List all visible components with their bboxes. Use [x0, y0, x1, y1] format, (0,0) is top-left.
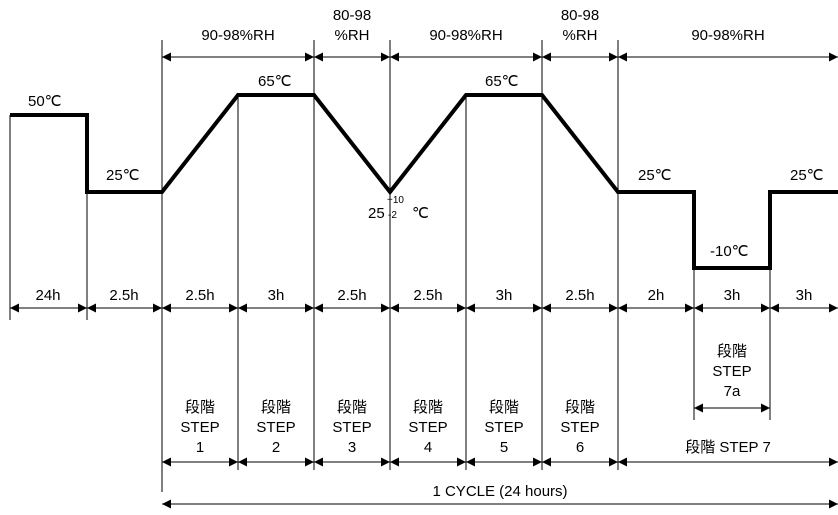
- step-arrows: [162, 403, 838, 509]
- step-4-zh: 段階: [413, 399, 443, 416]
- step-5-zh: 段階: [489, 399, 519, 416]
- humidity-label: 90-98%RH: [429, 27, 502, 44]
- step-7a-num: 7a: [724, 383, 741, 400]
- temperature-profile-line: [10, 93, 838, 270]
- step-6-en: STEP: [560, 419, 599, 436]
- step-7a-zh: 段階: [717, 343, 747, 360]
- duration-label: 24h: [35, 287, 60, 304]
- duration-label: 2h: [648, 287, 665, 304]
- duration-label: 3h: [496, 287, 513, 304]
- step-1-num: 1: [196, 439, 204, 456]
- temp-center-sub: -2: [388, 210, 397, 221]
- duration-label: 2.5h: [185, 287, 214, 304]
- temp-label-25-center: 25: [368, 205, 385, 222]
- duration-label: 2.5h: [109, 287, 138, 304]
- vertical-guide-lines: [9, 40, 771, 492]
- temp-center-unit: ℃: [412, 205, 429, 222]
- step-1-en: STEP: [180, 419, 219, 436]
- cycle-label: 1 CYCLE (24 hours): [432, 483, 567, 500]
- duration-label: 2.5h: [337, 287, 366, 304]
- temp-center-base: 25: [368, 205, 385, 222]
- step-2-num: 2: [272, 439, 280, 456]
- step-3-zh: 段階: [337, 399, 367, 416]
- step-labels: 段階 STEP 1 段階 STEP 2 段階 STEP 3 段階 STEP 4 …: [180, 343, 770, 456]
- step-1-zh: 段階: [185, 399, 215, 416]
- temp-label-minus10: -10℃: [710, 243, 749, 260]
- duration-label: 2.5h: [565, 287, 594, 304]
- duration-labels: 24h 2.5h 2.5h 3h 2.5h 2.5h 3h 2.5h 2h 3h…: [35, 287, 812, 304]
- temp-center-sup: +10: [387, 195, 404, 206]
- temp-label-65-second: 65℃: [485, 73, 519, 90]
- temp-label-65-first: 65℃: [258, 73, 292, 90]
- step-4-num: 4: [424, 439, 432, 456]
- duration-label: 3h: [796, 287, 813, 304]
- temp-label-25-right: 25℃: [638, 167, 672, 184]
- step-3-en: STEP: [332, 419, 371, 436]
- step-6-num: 6: [576, 439, 584, 456]
- step-7-label: 段階 STEP 7: [685, 439, 771, 456]
- humidity-label: 80-98: [333, 7, 371, 24]
- step-4-en: STEP: [408, 419, 447, 436]
- humidity-label: %RH: [334, 27, 369, 44]
- temp-label-25-left: 25℃: [106, 167, 140, 184]
- temp-label-50: 50℃: [28, 93, 62, 110]
- step-2-zh: 段階: [261, 399, 291, 416]
- step-2-en: STEP: [256, 419, 295, 436]
- temp-label-25-far-right: 25℃: [790, 167, 824, 184]
- humidity-labels: 90-98%RH 80-98 %RH 90-98%RH 80-98 %RH 90…: [201, 7, 764, 44]
- temperature-labels: 50℃ 25℃ 65℃ 25 +10 -2 ℃ 65℃ 25℃ -10℃ 25℃: [28, 73, 824, 260]
- step-5-num: 5: [500, 439, 508, 456]
- humidity-label: 90-98%RH: [201, 27, 274, 44]
- humidity-label: 90-98%RH: [691, 27, 764, 44]
- duration-label: 2.5h: [413, 287, 442, 304]
- step-3-num: 3: [348, 439, 356, 456]
- step-6-zh: 段階: [565, 399, 595, 416]
- humidity-label: 80-98: [561, 7, 599, 24]
- duration-label: 3h: [268, 287, 285, 304]
- step-7a-en: STEP: [712, 363, 751, 380]
- step-5-en: STEP: [484, 419, 523, 436]
- duration-label: 3h: [724, 287, 741, 304]
- humidity-label: %RH: [562, 27, 597, 44]
